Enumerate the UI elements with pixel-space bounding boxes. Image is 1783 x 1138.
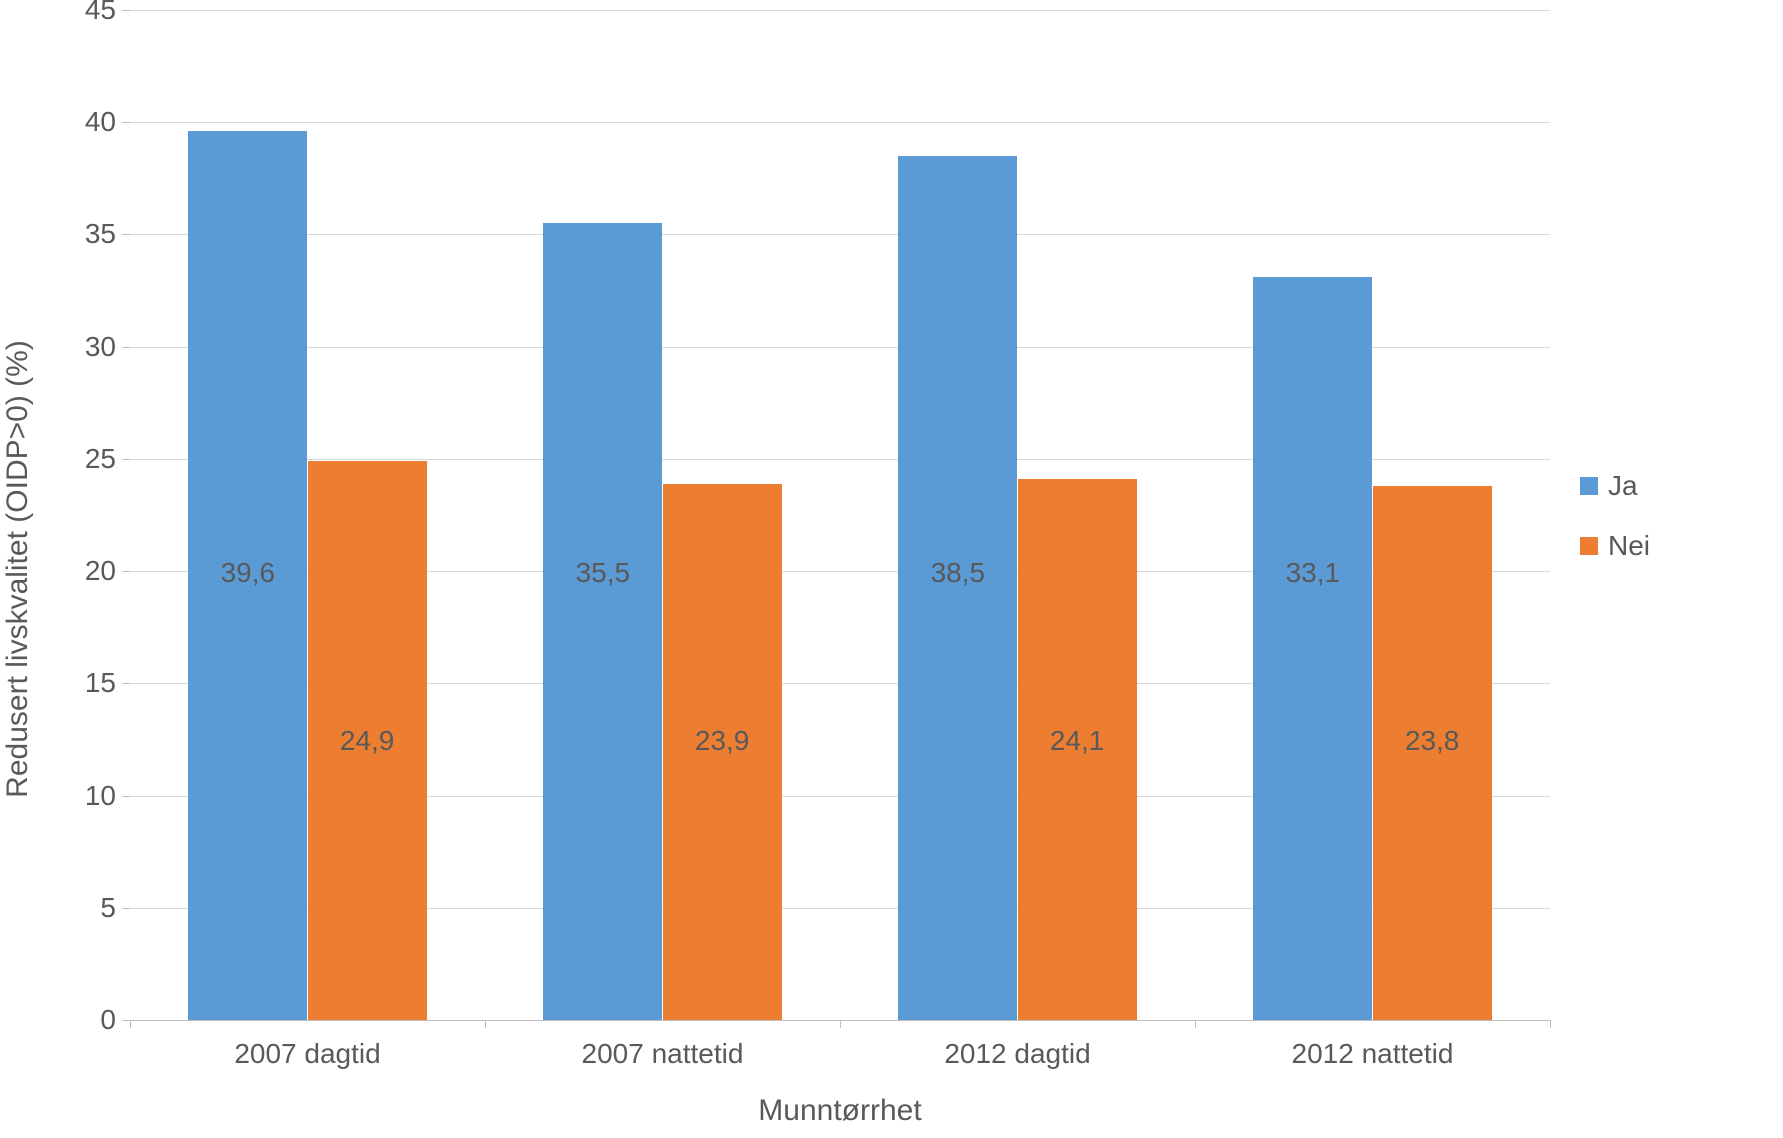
legend-item: Ja	[1580, 470, 1650, 502]
y-tick-label: 25	[85, 443, 130, 475]
x-tick-mark	[130, 1020, 131, 1028]
bar	[1253, 277, 1372, 1020]
y-axis-label: Redusert livskvalitet (OIDP>0) (%)	[1, 340, 35, 798]
chart-container: Redusert livskvalitet (OIDP>0) (%) 0 5 10 1…	[0, 0, 1783, 1138]
y-tick-label: 0	[100, 1004, 130, 1036]
bar-value-label: 39,6	[221, 557, 276, 589]
legend-label: Nei	[1608, 530, 1650, 562]
legend-swatch	[1580, 477, 1598, 495]
grid-line	[130, 10, 1550, 11]
legend-label: Ja	[1608, 470, 1638, 502]
y-tick-label: 35	[85, 218, 130, 250]
x-tick-label: 2012 nattetid	[1292, 1020, 1454, 1070]
bar	[543, 223, 662, 1020]
plot-area: 0510152025303540452007 dagtid39,624,9200…	[130, 10, 1550, 1020]
bar-value-label: 24,1	[1050, 725, 1105, 757]
bar-value-label: 23,9	[695, 725, 750, 757]
x-tick-mark	[1550, 1020, 1551, 1028]
x-tick-label: 2007 nattetid	[582, 1020, 744, 1070]
legend: Ja Nei	[1580, 470, 1650, 562]
y-tick-label: 30	[85, 331, 130, 363]
bar-value-label: 38,5	[931, 557, 986, 589]
x-axis-label: Munntørrhet	[130, 1094, 1550, 1128]
x-tick-mark	[485, 1020, 486, 1028]
legend-swatch	[1580, 537, 1598, 555]
x-tick-mark	[1195, 1020, 1196, 1028]
grid-line	[130, 234, 1550, 235]
grid-line	[130, 122, 1550, 123]
x-tick-mark	[840, 1020, 841, 1028]
bar-value-label: 33,1	[1286, 557, 1341, 589]
y-tick-label: 45	[85, 0, 130, 26]
bar-value-label: 23,8	[1405, 725, 1460, 757]
x-tick-label: 2012 dagtid	[944, 1020, 1090, 1070]
x-tick-label: 2007 dagtid	[234, 1020, 380, 1070]
bar-value-label: 35,5	[576, 557, 631, 589]
y-tick-label: 20	[85, 555, 130, 587]
y-tick-label: 5	[100, 892, 130, 924]
bar-value-label: 24,9	[340, 725, 395, 757]
y-tick-label: 15	[85, 667, 130, 699]
y-tick-label: 10	[85, 780, 130, 812]
legend-item: Nei	[1580, 530, 1650, 562]
y-tick-label: 40	[85, 106, 130, 138]
